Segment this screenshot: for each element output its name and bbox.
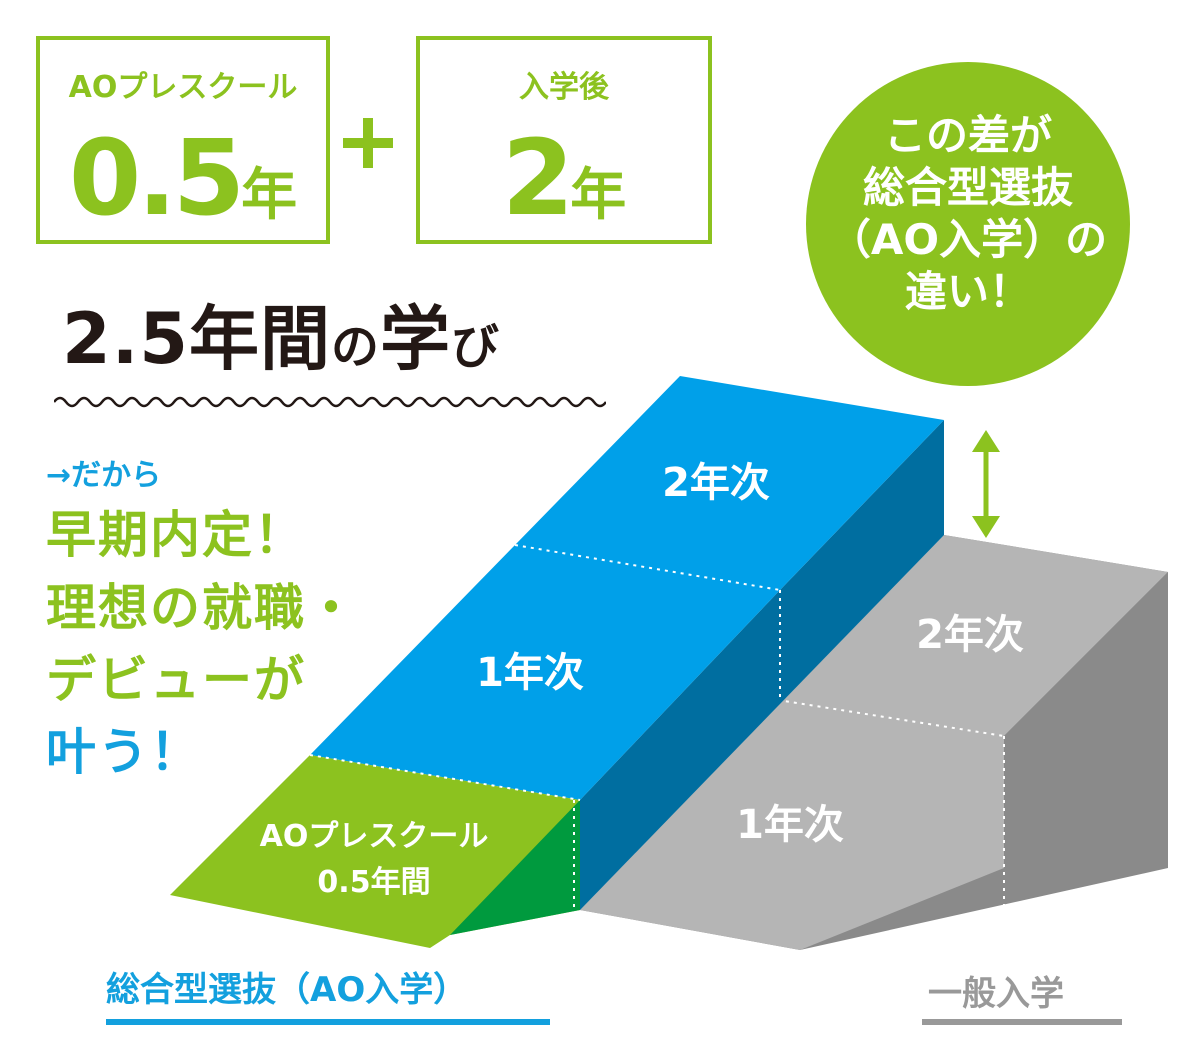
after-enrollment-years: 2年 — [420, 126, 708, 230]
general-stairs — [580, 535, 1168, 950]
general-year2-label: 2年次 — [916, 612, 1024, 658]
message-line-3: デビューが — [46, 651, 306, 709]
preschool-years-unit: 年 — [241, 163, 298, 228]
ao-year1-label: 1年次 — [476, 650, 584, 696]
ao-admission-caption: 総合型選抜（AO入学） — [106, 970, 468, 1010]
title-main: 2.5年間 — [62, 298, 332, 380]
circle-line-1: この差が — [883, 111, 1052, 160]
circle-message: この差が 総合型選抜 （AO入学）の 違い！ — [808, 110, 1128, 318]
ao-caption-underline — [106, 1019, 550, 1025]
ao-year2-label: 2年次 — [662, 460, 770, 506]
preschool-years-number: 0.5 — [68, 117, 245, 239]
after-enrollment-box: 入学後 2年 — [416, 36, 712, 244]
message-line-4: 叶う！ — [46, 723, 202, 781]
page-title: 2.5年間の学び — [62, 283, 500, 384]
after-enrollment-years-number: 2 — [501, 117, 574, 239]
title-no: の — [331, 319, 381, 375]
difference-circle — [806, 62, 1130, 386]
plus-icon — [343, 118, 393, 168]
double-arrow-icon — [972, 430, 1000, 538]
therefore-text: →だから — [46, 458, 162, 493]
general-caption-underline — [922, 1019, 1122, 1025]
message-line-1: 早期内定！ — [46, 506, 306, 564]
general-year1-label: 1年次 — [736, 802, 844, 848]
title-bi: び — [451, 319, 501, 375]
preschool-label: AOプレスクール — [68, 70, 298, 105]
preschool-years: 0.5年 — [40, 126, 326, 230]
wavy-underline — [54, 396, 606, 408]
after-enrollment-label: 入学後 — [519, 70, 609, 105]
preschool-duration-box: AOプレスクール 0.5年 — [36, 36, 330, 244]
circle-line-4: 違い！ — [904, 267, 1031, 316]
after-enrollment-years-unit: 年 — [570, 163, 627, 228]
preschool-step — [170, 754, 581, 948]
ao-stairs — [310, 376, 944, 910]
preschool-step-label-1: AOプレスクール — [260, 819, 489, 854]
title-gaku: 学 — [380, 298, 452, 380]
preschool-step-label-2: 0.5年間 — [317, 865, 430, 900]
circle-line-2: 総合型選抜 — [862, 163, 1073, 212]
message-line-2: 理想の就職・ — [46, 579, 358, 637]
general-admission-caption: 一般入学 — [928, 974, 1064, 1014]
circle-line-3: （AO入学）の — [828, 215, 1108, 264]
